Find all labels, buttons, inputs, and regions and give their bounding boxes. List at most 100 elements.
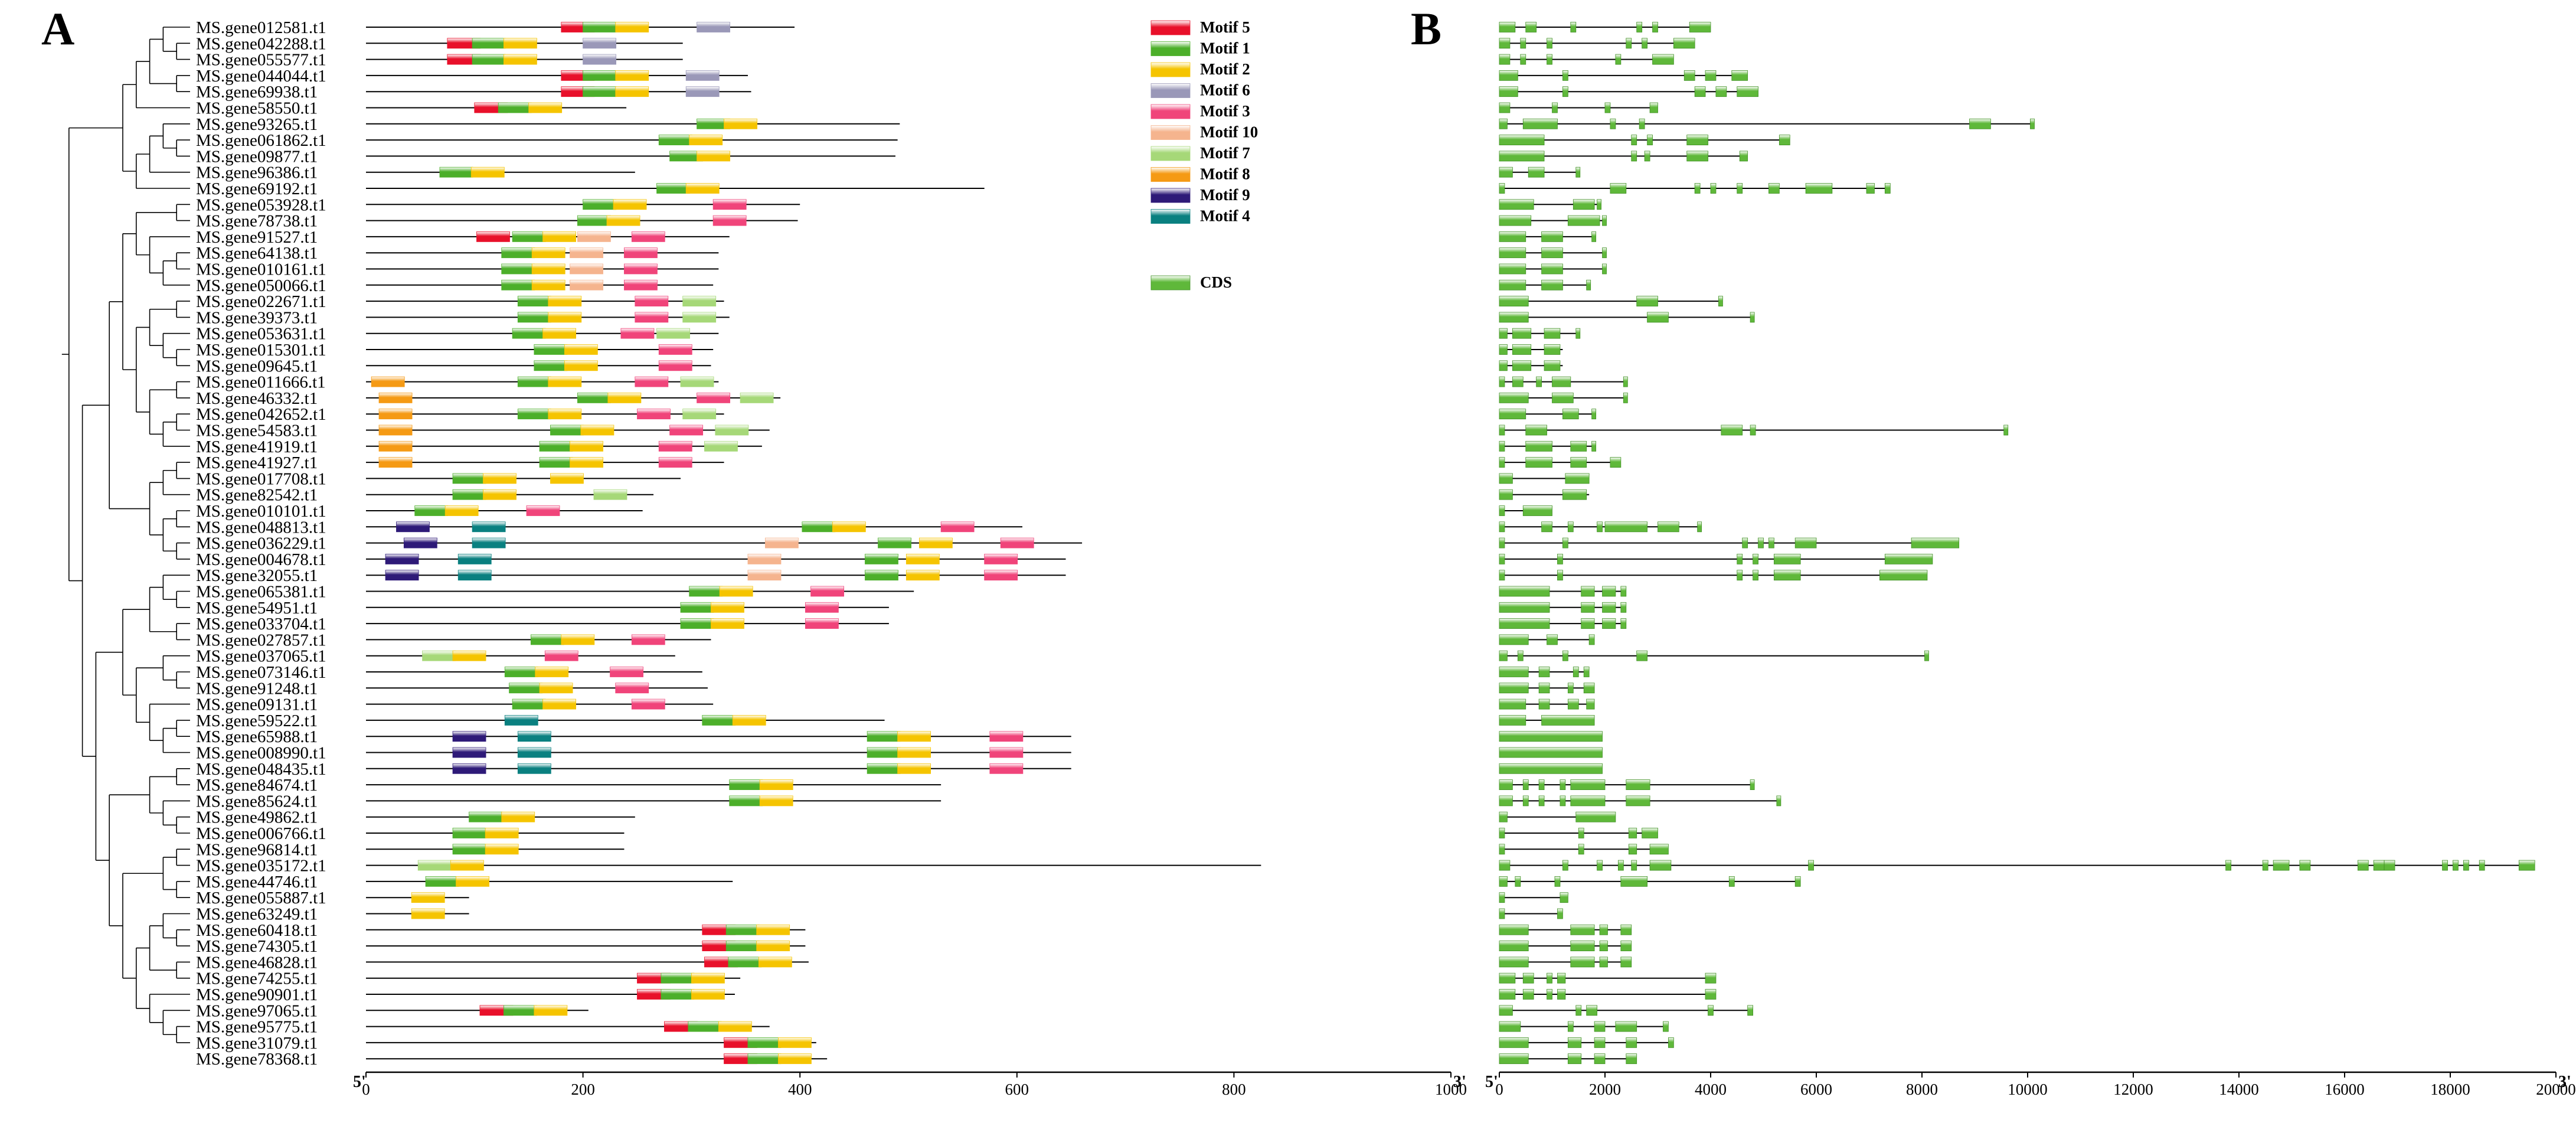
legend-label: Motif 9 bbox=[1200, 186, 1250, 204]
motif-box bbox=[747, 554, 782, 564]
motif-row bbox=[366, 505, 643, 516]
gene-structure-row bbox=[1499, 795, 1781, 807]
motif-box bbox=[637, 409, 671, 420]
motif-box bbox=[778, 1037, 812, 1048]
cds-box bbox=[1541, 521, 1552, 533]
cds-box bbox=[1779, 135, 1790, 146]
motif-box bbox=[570, 440, 603, 452]
gene-structure-row bbox=[1499, 135, 1790, 146]
cds-box bbox=[1647, 135, 1653, 146]
motif-box bbox=[452, 747, 486, 758]
gene-structure-row bbox=[1499, 602, 1627, 613]
cds-box bbox=[1694, 86, 1706, 97]
cds-box bbox=[1538, 698, 1550, 710]
cds-box bbox=[1599, 924, 1608, 935]
motif-box bbox=[778, 1053, 812, 1065]
gene-structure-row bbox=[1499, 956, 1632, 968]
cds-box bbox=[1499, 183, 1505, 194]
motif-row bbox=[366, 1005, 589, 1016]
cds-box bbox=[1570, 956, 1595, 968]
motif-row bbox=[366, 151, 895, 162]
gene-label: MS.gene85624.t1 bbox=[196, 792, 318, 811]
motif-row bbox=[366, 102, 627, 113]
cds-box bbox=[1499, 425, 1505, 436]
gene-label: MS.gene006766.t1 bbox=[196, 824, 326, 843]
cds-box bbox=[1742, 537, 1748, 549]
motif-box bbox=[517, 296, 551, 307]
motif-box bbox=[624, 263, 658, 275]
cds-box bbox=[1649, 102, 1658, 113]
motif-row bbox=[366, 199, 800, 210]
gene-structure-row bbox=[1499, 505, 1552, 516]
motif-box bbox=[712, 199, 747, 210]
motif-box bbox=[411, 908, 445, 919]
gene-label: MS.gene017708.t1 bbox=[196, 469, 326, 488]
axis-a-three-prime: 3' bbox=[1453, 1073, 1466, 1091]
motif-box bbox=[756, 924, 790, 935]
cds-box bbox=[1686, 135, 1708, 146]
cds-box bbox=[1663, 1021, 1669, 1032]
cds-box bbox=[1805, 183, 1833, 194]
motif-row bbox=[366, 425, 770, 436]
gene-structure-row bbox=[1499, 376, 1628, 387]
cds-box bbox=[1623, 393, 1628, 403]
cds-box bbox=[1562, 70, 1568, 81]
cds-box bbox=[1499, 554, 1505, 564]
motif-box bbox=[498, 102, 532, 113]
motif-box bbox=[528, 102, 563, 113]
cds-box bbox=[1626, 779, 1650, 790]
motif-box bbox=[501, 279, 535, 290]
cds-box bbox=[1718, 296, 1723, 307]
motif-box bbox=[504, 715, 538, 726]
cds-box bbox=[1520, 38, 1526, 49]
gene-structure-row bbox=[1499, 570, 1928, 581]
cds-box bbox=[1588, 634, 1595, 645]
gene-structure-row bbox=[1499, 38, 1695, 49]
cds-box bbox=[1499, 473, 1513, 484]
motif-box bbox=[724, 118, 757, 129]
cds-box bbox=[1499, 763, 1603, 774]
motif-row bbox=[366, 941, 806, 951]
motif-row bbox=[366, 521, 1022, 533]
cds-box bbox=[1583, 683, 1595, 694]
cds-box bbox=[1499, 860, 1511, 871]
gene-label: MS.gene46828.t1 bbox=[196, 953, 318, 972]
cds-box bbox=[2442, 860, 2448, 871]
motif-box bbox=[385, 554, 419, 564]
motif-row bbox=[366, 457, 724, 468]
motif-row bbox=[366, 892, 469, 903]
cds-box bbox=[1499, 279, 1526, 290]
motif-box bbox=[550, 473, 584, 484]
cds-box bbox=[1499, 231, 1526, 242]
cds-box bbox=[1567, 521, 1574, 533]
motif-box bbox=[517, 747, 551, 758]
gene-structure-row bbox=[1499, 215, 1607, 226]
cds-box bbox=[1515, 876, 1521, 887]
cds-box bbox=[1581, 602, 1595, 613]
motif-box bbox=[378, 440, 413, 452]
cds-box bbox=[1604, 102, 1611, 113]
axis-a-five-prime: 5' bbox=[353, 1073, 366, 1091]
motif-box bbox=[544, 650, 578, 661]
cds-box bbox=[1499, 892, 1505, 903]
cds-box bbox=[1705, 70, 1717, 81]
cds-box bbox=[1499, 22, 1516, 32]
motif-row bbox=[366, 908, 469, 919]
cds-box bbox=[1499, 409, 1526, 420]
cds-box bbox=[1602, 586, 1616, 597]
motif-box bbox=[378, 409, 413, 420]
phylogenetic-tree bbox=[61, 27, 190, 1043]
motif-box bbox=[897, 731, 931, 742]
motif-box bbox=[615, 22, 649, 32]
gene-structure-row bbox=[1499, 263, 1607, 275]
cds-box bbox=[1499, 167, 1513, 178]
motif-box bbox=[725, 941, 760, 951]
motif-box bbox=[764, 537, 799, 549]
cds-box bbox=[1522, 779, 1529, 790]
motif-row bbox=[366, 683, 708, 694]
gene-label: MS.gene042652.t1 bbox=[196, 405, 326, 424]
cds-box bbox=[1639, 118, 1645, 129]
motif-row bbox=[366, 763, 1071, 774]
cds-box bbox=[1499, 876, 1508, 887]
legend-swatch bbox=[1150, 41, 1191, 56]
